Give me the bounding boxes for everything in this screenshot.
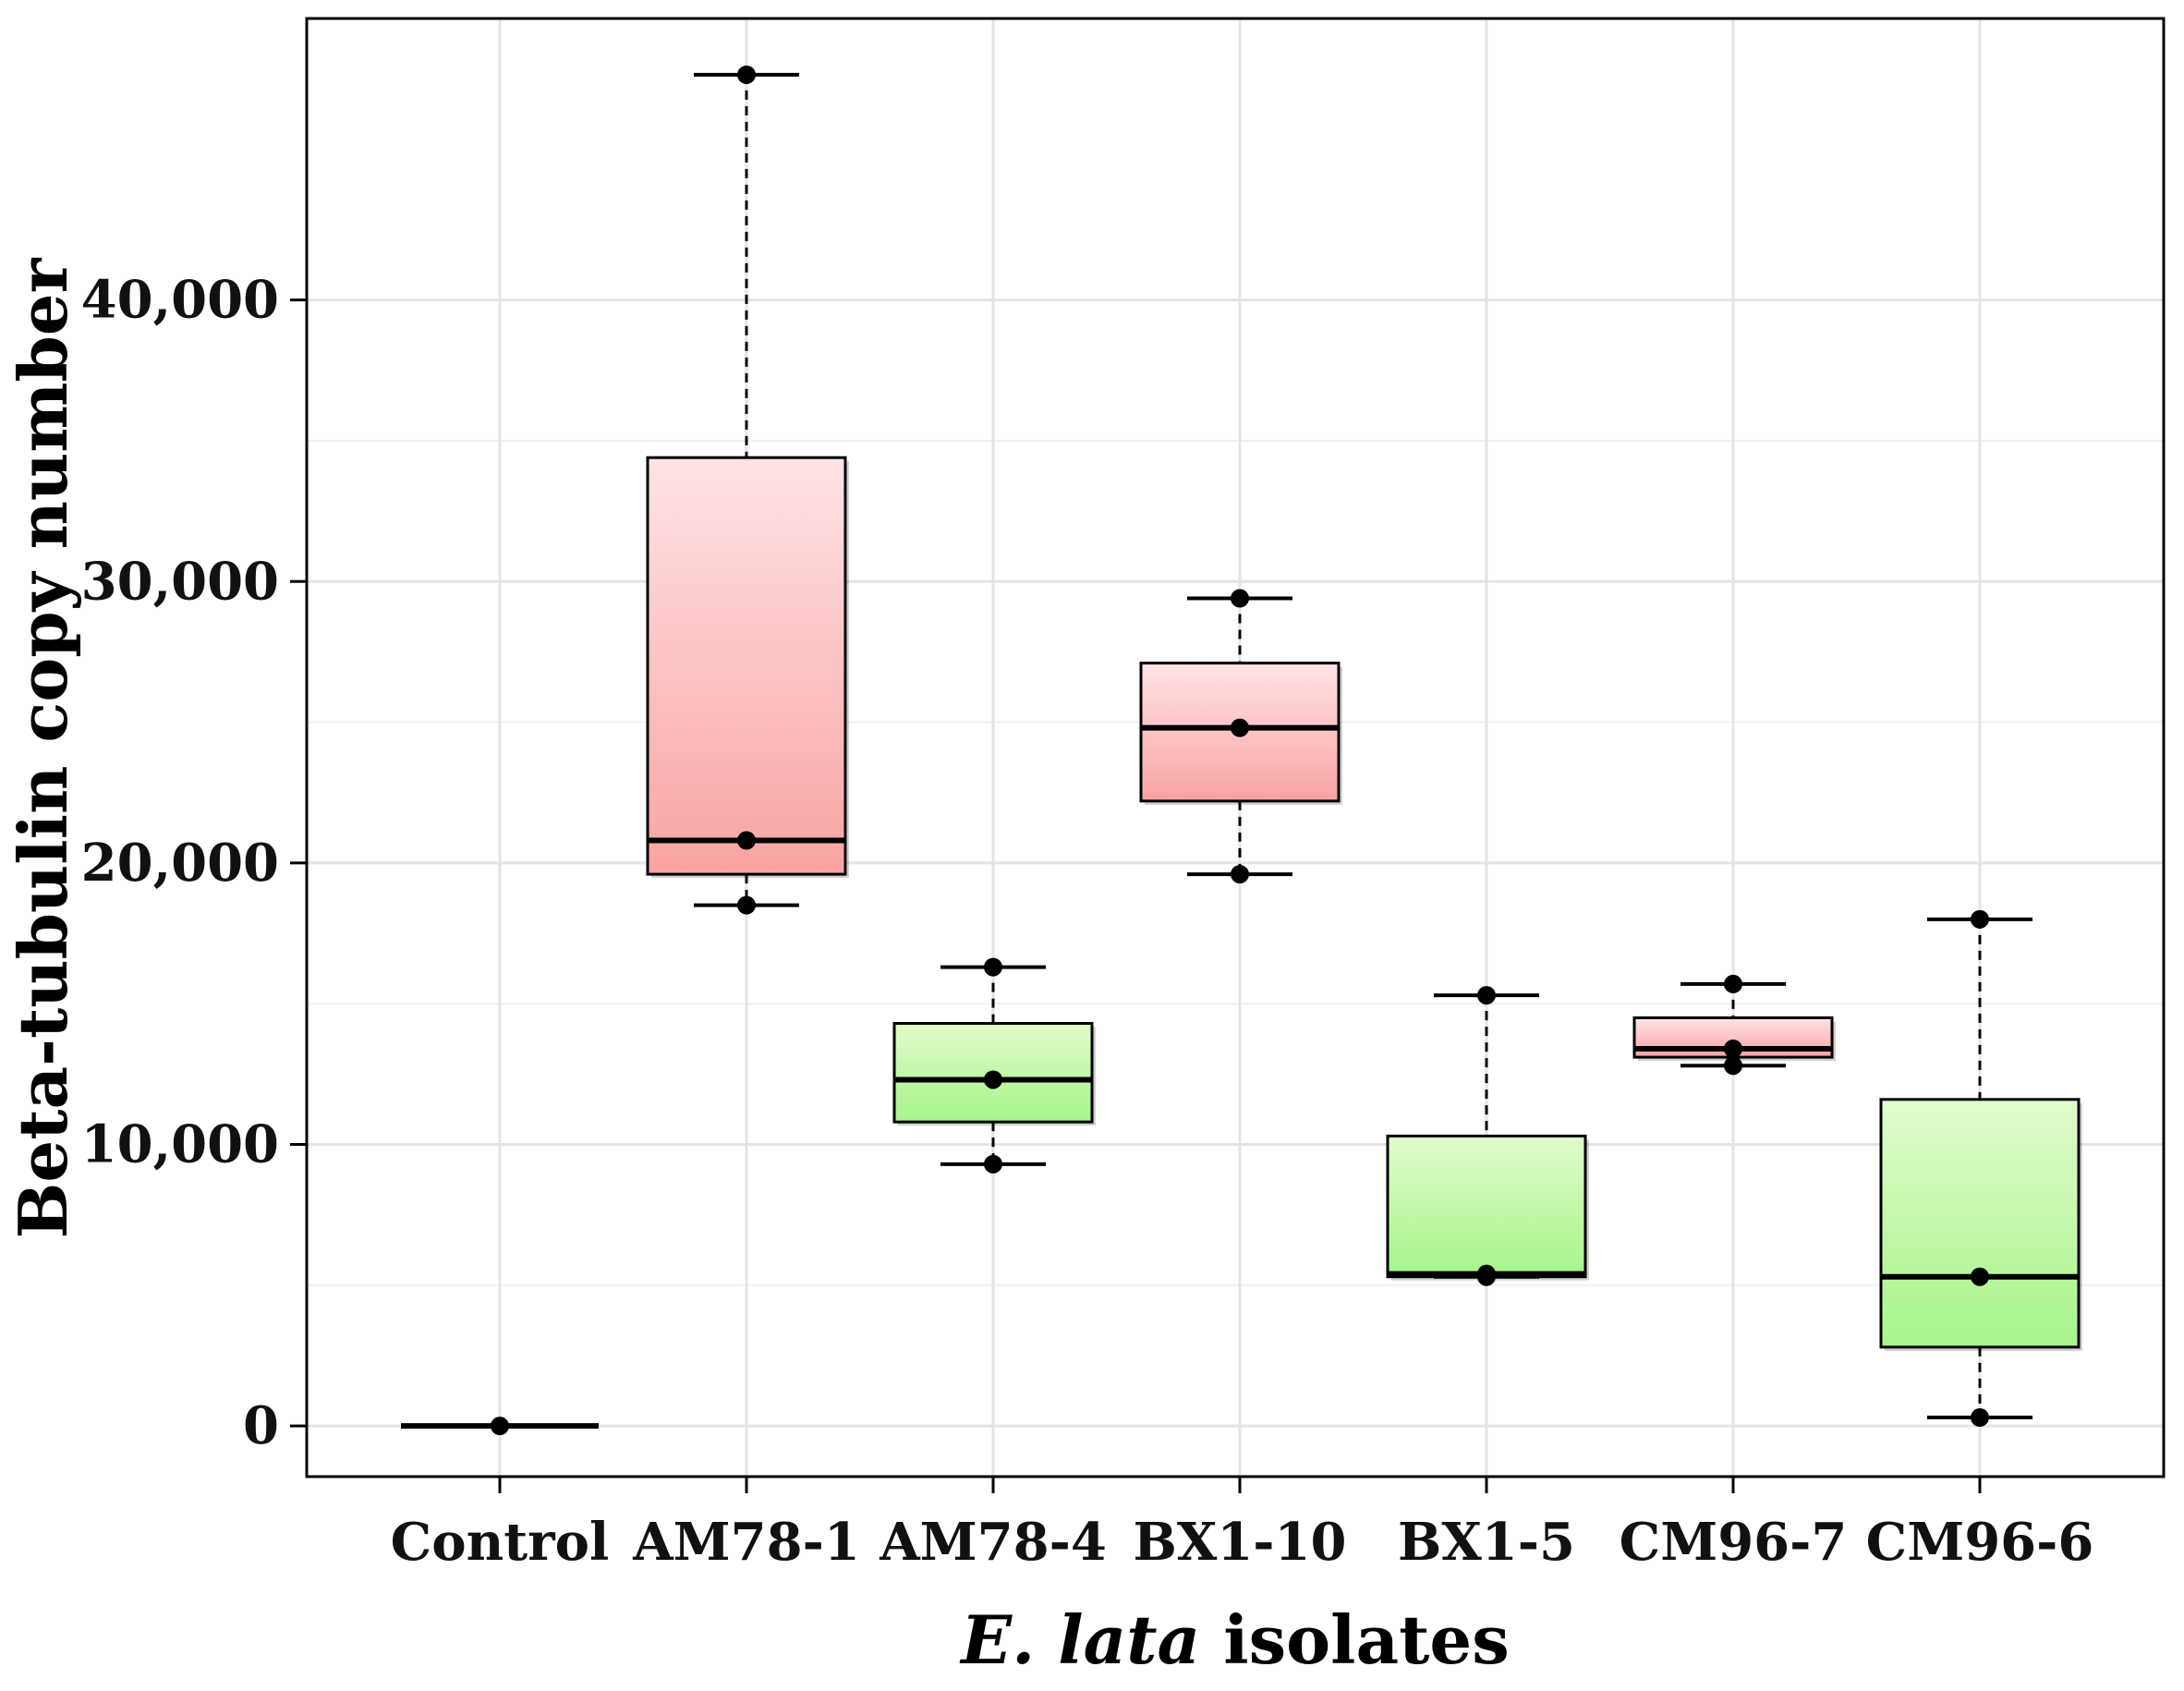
x-tick-label: Control [391,1512,610,1573]
box-control [401,1417,599,1436]
box-iqr [892,1022,1094,1124]
y-axis-title: Beta-tubulin copy number [4,257,82,1238]
y-tick-label: 30,000 [81,551,279,612]
data-point [1477,986,1496,1005]
x-tick-label: CM96-7 [1620,1512,1848,1573]
data-point [737,831,756,850]
data-point [1724,1039,1742,1058]
x-tick-label: BX1-10 [1134,1512,1347,1573]
box-cm96-7 [1632,974,1836,1076]
y-tick-label: 20,000 [81,833,279,894]
x-axis-title-species: E. lata [959,1600,1200,1679]
y-tick-label: 10,000 [81,1114,279,1175]
data-point [1231,589,1249,608]
data-point [491,1417,509,1436]
plot-frame [305,17,2166,1478]
data-point [1724,974,1742,993]
box-series [401,65,2082,1436]
data-point [1971,1408,1989,1428]
x-tick-label: BX1-5 [1398,1512,1575,1573]
data-point [737,895,756,915]
box-am78-1 [646,65,849,915]
box-iqr [1386,1134,1587,1279]
x-axis-title-suffix: isolates [1200,1600,1510,1679]
x-tick-label: AM78-4 [879,1512,1107,1573]
x-tick-label: CM96-6 [1866,1512,2094,1573]
data-point [737,65,756,84]
box-iqr [646,456,847,876]
data-point [1724,1056,1742,1076]
box-am78-4 [892,957,1096,1174]
data-point [984,1070,1002,1089]
box-bx1-10 [1139,589,1342,884]
y-axis-ticks: 0 10,000 20,000 30,000 40,000 [81,270,307,1456]
x-axis-ticks: Control AM78-1 AM78-4 BX1-10 BX1-5 CM96-7 CM96… [391,1477,2094,1573]
data-point [1477,1264,1496,1283]
box-bx1-5 [1386,986,1589,1286]
data-point [1971,909,1989,929]
data-point [1231,718,1249,737]
y-tick-label: 40,000 [81,270,279,331]
data-point [1231,865,1249,884]
data-point [1971,1267,1989,1286]
box-iqr [1879,1098,2081,1349]
data-point [984,957,1002,977]
x-tick-label: AM78-1 [632,1512,860,1573]
data-point [984,1154,1002,1174]
x-axis-title: E. lata isolates [959,1600,1510,1679]
box-cm96-6 [1879,909,2082,1428]
y-tick-label: 0 [243,1395,279,1456]
